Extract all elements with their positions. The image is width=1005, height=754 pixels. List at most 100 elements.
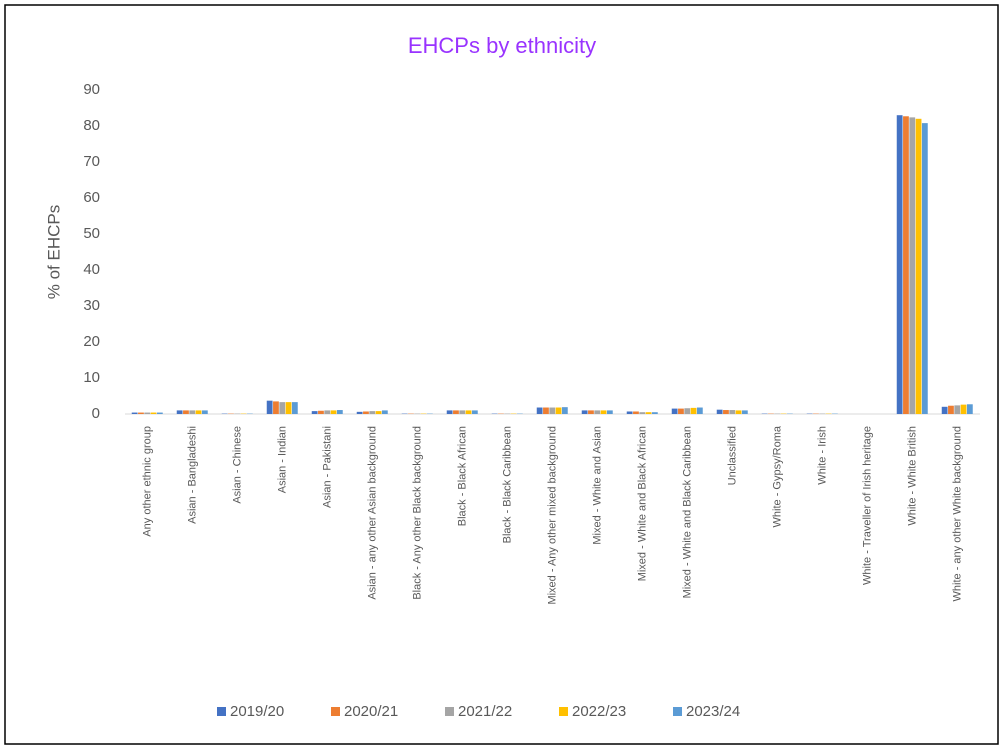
legend-label: 2021/22 <box>458 703 512 720</box>
x-tick-label: White - Irish <box>816 426 828 485</box>
bar <box>151 413 157 414</box>
x-tick-label: Unclassified <box>726 426 738 485</box>
x-tick-label: Asian - Chinese <box>231 426 243 504</box>
bar <box>279 402 285 414</box>
x-tick-label: Black - Black Caribbean <box>501 426 513 543</box>
bar <box>196 410 202 414</box>
bar <box>312 411 318 414</box>
chart-title: EHCPs by ethnicity <box>408 33 596 58</box>
bar <box>684 408 690 414</box>
y-tick-label: 20 <box>83 333 100 350</box>
legend-label: 2020/21 <box>344 703 398 720</box>
y-tick-label: 10 <box>83 369 100 386</box>
x-tick-label: Mixed - White and Black Caribbean <box>681 426 693 598</box>
bar <box>331 410 337 414</box>
x-tick-label: Any other ethnic group <box>141 426 153 537</box>
bar <box>543 408 549 414</box>
bar <box>376 411 382 414</box>
bar <box>627 411 633 414</box>
bar <box>897 115 903 414</box>
x-tick-label: Black - Black African <box>456 426 468 526</box>
bar <box>556 408 562 414</box>
bar <box>652 412 658 414</box>
legend-label: 2022/23 <box>572 703 626 720</box>
bar <box>453 410 459 414</box>
x-tick-label: White - any other White background <box>951 426 963 601</box>
x-tick-label: Mixed - White and Black African <box>636 426 648 581</box>
bar <box>459 410 465 414</box>
bar <box>144 413 150 414</box>
bar <box>286 402 292 414</box>
bar <box>909 117 915 414</box>
bar <box>157 413 163 414</box>
x-tick-label: Mixed - White and Asian <box>591 426 603 545</box>
bar <box>537 408 543 414</box>
x-tick-label: Asian - Pakistani <box>321 426 333 508</box>
x-tick-label: White - Gypsy/Roma <box>771 425 783 527</box>
bar <box>267 401 273 414</box>
bar <box>729 410 735 414</box>
bar <box>954 405 960 414</box>
bar <box>183 410 189 414</box>
bar <box>961 405 967 414</box>
y-tick-label: 40 <box>83 261 100 278</box>
bar <box>717 410 723 414</box>
bar <box>382 410 388 414</box>
bar <box>189 410 195 414</box>
bar <box>601 410 607 414</box>
x-tick-label: White - Traveller of Irish heritage <box>861 426 873 585</box>
legend-marker <box>559 707 568 716</box>
bar <box>447 410 453 414</box>
y-tick-label: 60 <box>83 189 100 206</box>
y-tick-label: 50 <box>83 225 100 242</box>
bar <box>318 411 324 414</box>
bar <box>942 407 948 414</box>
x-tick-label: White - White British <box>906 426 918 526</box>
bar <box>639 412 645 414</box>
bar <box>582 410 588 414</box>
bar <box>742 410 748 414</box>
legend-label: 2023/24 <box>686 703 740 720</box>
bar <box>633 411 639 414</box>
bar <box>723 410 729 414</box>
legend-marker <box>673 707 682 716</box>
legend-marker <box>331 707 340 716</box>
bar <box>594 410 600 414</box>
bar <box>903 116 909 414</box>
bar <box>138 413 144 414</box>
y-axis-label: % of EHCPs <box>44 205 63 299</box>
bar <box>588 410 594 414</box>
legend-marker <box>217 707 226 716</box>
bar <box>357 412 363 414</box>
bar <box>337 410 343 414</box>
bar <box>202 410 208 414</box>
x-tick-label: Black - Any other Black background <box>411 426 423 600</box>
bar <box>549 408 555 414</box>
legend-marker <box>445 707 454 716</box>
y-tick-label: 90 <box>83 81 100 98</box>
bar <box>132 413 138 414</box>
bar <box>472 410 478 414</box>
bar <box>672 409 678 414</box>
bar <box>678 409 684 414</box>
bar <box>363 411 369 414</box>
y-tick-label: 30 <box>83 297 100 314</box>
bar <box>369 411 375 414</box>
chart-frame <box>5 5 998 744</box>
bar <box>922 123 928 414</box>
x-tick-label: Asian - Bangladeshi <box>186 426 198 524</box>
bar <box>646 412 652 414</box>
bar <box>697 408 703 414</box>
bar <box>273 401 279 414</box>
bar <box>562 407 568 414</box>
bar <box>948 406 954 414</box>
bar <box>736 410 742 414</box>
x-tick-label: Asian - Indian <box>276 426 288 493</box>
bar <box>466 410 472 414</box>
y-tick-label: 80 <box>83 117 100 134</box>
y-tick-label: 0 <box>92 405 100 422</box>
y-tick-label: 70 <box>83 153 100 170</box>
x-tick-label: Mixed - Any other mixed background <box>546 426 558 605</box>
bar <box>177 410 183 414</box>
